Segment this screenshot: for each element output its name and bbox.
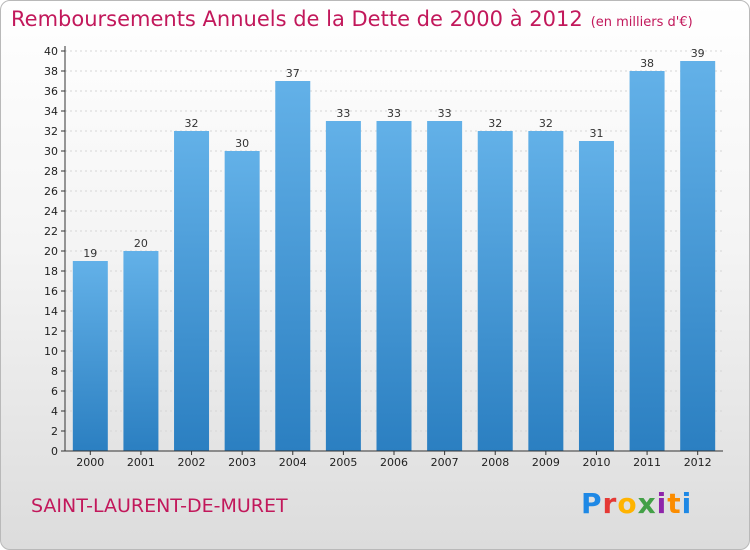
bar-2007 — [427, 121, 463, 451]
value-label: 31 — [589, 127, 603, 140]
y-tick-label: 30 — [44, 145, 58, 158]
y-tick-label: 40 — [44, 45, 58, 58]
bar-2009 — [528, 131, 564, 451]
bar-2012 — [680, 61, 716, 451]
bars — [72, 61, 716, 451]
logo-letter: r — [602, 487, 618, 520]
bar-2002 — [174, 131, 210, 451]
logo-letter: t — [667, 487, 682, 520]
value-label: 33 — [387, 107, 401, 120]
value-label: 30 — [235, 137, 249, 150]
y-tick-label: 10 — [44, 345, 58, 358]
y-tick-label: 36 — [44, 85, 58, 98]
x-tick-label: 2008 — [481, 456, 509, 469]
bar-2006 — [376, 121, 412, 451]
x-tick-label: 2006 — [380, 456, 408, 469]
y-tick-label: 24 — [44, 205, 58, 218]
axes — [61, 46, 723, 455]
value-label: 32 — [488, 117, 502, 130]
logo-letter: x — [637, 487, 657, 520]
y-tick-label: 2 — [51, 425, 58, 438]
x-tick-label: 2003 — [228, 456, 256, 469]
bar-2000 — [72, 261, 108, 451]
value-label: 37 — [286, 67, 300, 80]
proxiti-logo: Proxiti — [581, 487, 692, 520]
y-tick-label: 14 — [44, 305, 58, 318]
value-label: 33 — [336, 107, 350, 120]
commune-name: SAINT-LAURENT-DE-MURET — [31, 495, 288, 517]
logo-letter: i — [681, 487, 693, 520]
x-tick-label: 2000 — [76, 456, 104, 469]
x-tick-label: 2009 — [532, 456, 560, 469]
y-tick-label: 38 — [44, 65, 58, 78]
bar-2003 — [224, 151, 260, 451]
bar-2011 — [629, 71, 665, 451]
bar-2004 — [275, 81, 311, 451]
y-tick-label: 34 — [44, 105, 58, 118]
x-tick-label: 2011 — [633, 456, 661, 469]
logo-letter: i — [656, 487, 668, 520]
x-tick-label: 2001 — [127, 456, 155, 469]
value-label: 20 — [134, 237, 148, 250]
x-tick-label: 2002 — [178, 456, 206, 469]
chart-unit-text: (en milliers d'€) — [590, 15, 693, 30]
y-tick-label: 0 — [51, 445, 58, 458]
bar-2001 — [123, 251, 159, 451]
value-label: 38 — [640, 57, 654, 70]
value-label: 32 — [185, 117, 199, 130]
value-label: 32 — [539, 117, 553, 130]
labels: 0246810121416182022242628303234363840192… — [44, 45, 712, 469]
logo-letter: o — [617, 487, 638, 520]
y-tick-label: 26 — [44, 185, 58, 198]
bar-2005 — [325, 121, 361, 451]
y-tick-label: 12 — [44, 325, 58, 338]
y-tick-label: 20 — [44, 245, 58, 258]
y-tick-label: 6 — [51, 385, 58, 398]
x-tick-label: 2007 — [431, 456, 459, 469]
x-tick-label: 2010 — [582, 456, 610, 469]
y-tick-label: 8 — [51, 365, 58, 378]
x-tick-label: 2004 — [279, 456, 307, 469]
x-tick-label: 2005 — [329, 456, 357, 469]
y-tick-label: 4 — [51, 405, 58, 418]
value-label: 19 — [83, 247, 97, 260]
x-tick-label: 2012 — [684, 456, 712, 469]
chart-title: Remboursements Annuels de la Dette de 20… — [11, 7, 693, 31]
value-label: 33 — [438, 107, 452, 120]
y-tick-label: 22 — [44, 225, 58, 238]
y-tick-label: 32 — [44, 125, 58, 138]
logo-letter: P — [581, 487, 603, 520]
y-tick-label: 28 — [44, 165, 58, 178]
value-label: 39 — [691, 47, 705, 60]
chart-title-text: Remboursements Annuels de la Dette de 20… — [11, 7, 583, 31]
bar-2010 — [578, 141, 614, 451]
bar-2008 — [477, 131, 513, 451]
y-tick-label: 18 — [44, 265, 58, 278]
y-tick-label: 16 — [44, 285, 58, 298]
